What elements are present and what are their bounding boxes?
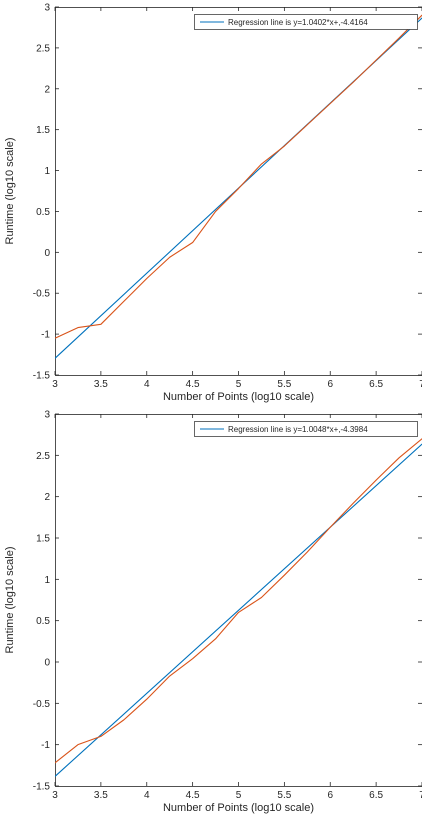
x-tick-label: 5.5 (277, 790, 291, 801)
y-tick-label: 0 (44, 248, 50, 259)
y-tick-label: 1 (44, 166, 50, 177)
x-tick-label: 6 (327, 379, 333, 390)
x-tick-label: 4.5 (186, 790, 200, 801)
y-axis-label: Runtime (log10 scale) (4, 138, 16, 245)
y-tick-label: 2.5 (36, 451, 50, 462)
x-tick-label: 5 (236, 379, 242, 390)
top-chart: 3 3.5 4 4.5 5 5.5 6 6.5 7 -1.5 -1 -0.5 0 0.5 1 1.5 2 2.5 3… (4, 3, 422, 403)
y-tick-label: 0 (44, 658, 50, 669)
x-tick-label: 6.5 (369, 379, 383, 390)
x-tick-label: 3.5 (94, 379, 108, 390)
series-group (55, 14, 422, 359)
x-tick-label: 7 (419, 790, 422, 801)
legend-label: Regression line is y=1.0048*x+,-4.3984 (228, 425, 368, 434)
x-axis-label: Number of Points (log10 scale) (163, 802, 314, 814)
y-axis-label: Runtime (log10 scale) (4, 547, 16, 654)
y-tick-label: -1 (41, 330, 50, 341)
x-tick-label: 5 (236, 790, 242, 801)
plot-frame (55, 7, 422, 376)
y-tick-label: 1.5 (36, 125, 50, 136)
measured-runtime-line (55, 14, 422, 339)
y-tick-label: 3 (44, 410, 50, 421)
y-tick-label: -0.5 (33, 699, 51, 710)
plot-frame (55, 414, 422, 787)
legend-box (194, 14, 418, 30)
y-tick-label: 2 (44, 492, 50, 503)
regression-line (55, 443, 422, 777)
y-tick-label: 1.5 (36, 534, 50, 545)
y-tick-label: -1.5 (33, 782, 51, 793)
legend-box (194, 421, 418, 437)
measured-runtime-line (55, 438, 422, 764)
bottom-chart: 3 3.5 4 4.5 5 5.5 6 6.5 7 -1.5 -1 -0.5 0 0.5 1 1.5 2 2.5 3… (4, 410, 422, 814)
x-tick-label: 4.5 (186, 379, 200, 390)
x-tick-label: 6.5 (369, 790, 383, 801)
y-tick-label: 2.5 (36, 43, 50, 54)
x-tick-label: 3.5 (94, 790, 108, 801)
y-tick-label: -1 (41, 740, 50, 751)
x-axis-label: Number of Points (log10 scale) (163, 391, 314, 403)
x-tick-label: 3 (52, 379, 58, 390)
x-tick-label: 3 (52, 790, 58, 801)
x-tick-label: 6 (327, 790, 333, 801)
x-tick-label: 4 (144, 790, 150, 801)
y-tick-label: 2 (44, 84, 50, 95)
x-tick-label: 5.5 (277, 379, 291, 390)
y-tick-label: 3 (44, 3, 50, 14)
series-group (55, 438, 422, 777)
x-tick-label: 7 (419, 379, 422, 390)
y-tick-label: 1 (44, 575, 50, 586)
x-tick-label: 4 (144, 379, 150, 390)
y-tick-label: -0.5 (33, 289, 51, 300)
y-tick-label: 0.5 (36, 207, 50, 218)
legend-label: Regression line is y=1.0402*x+,-4.4164 (228, 18, 368, 27)
y-tick-label: -1.5 (33, 371, 51, 382)
y-tick-label: 0.5 (36, 616, 50, 627)
